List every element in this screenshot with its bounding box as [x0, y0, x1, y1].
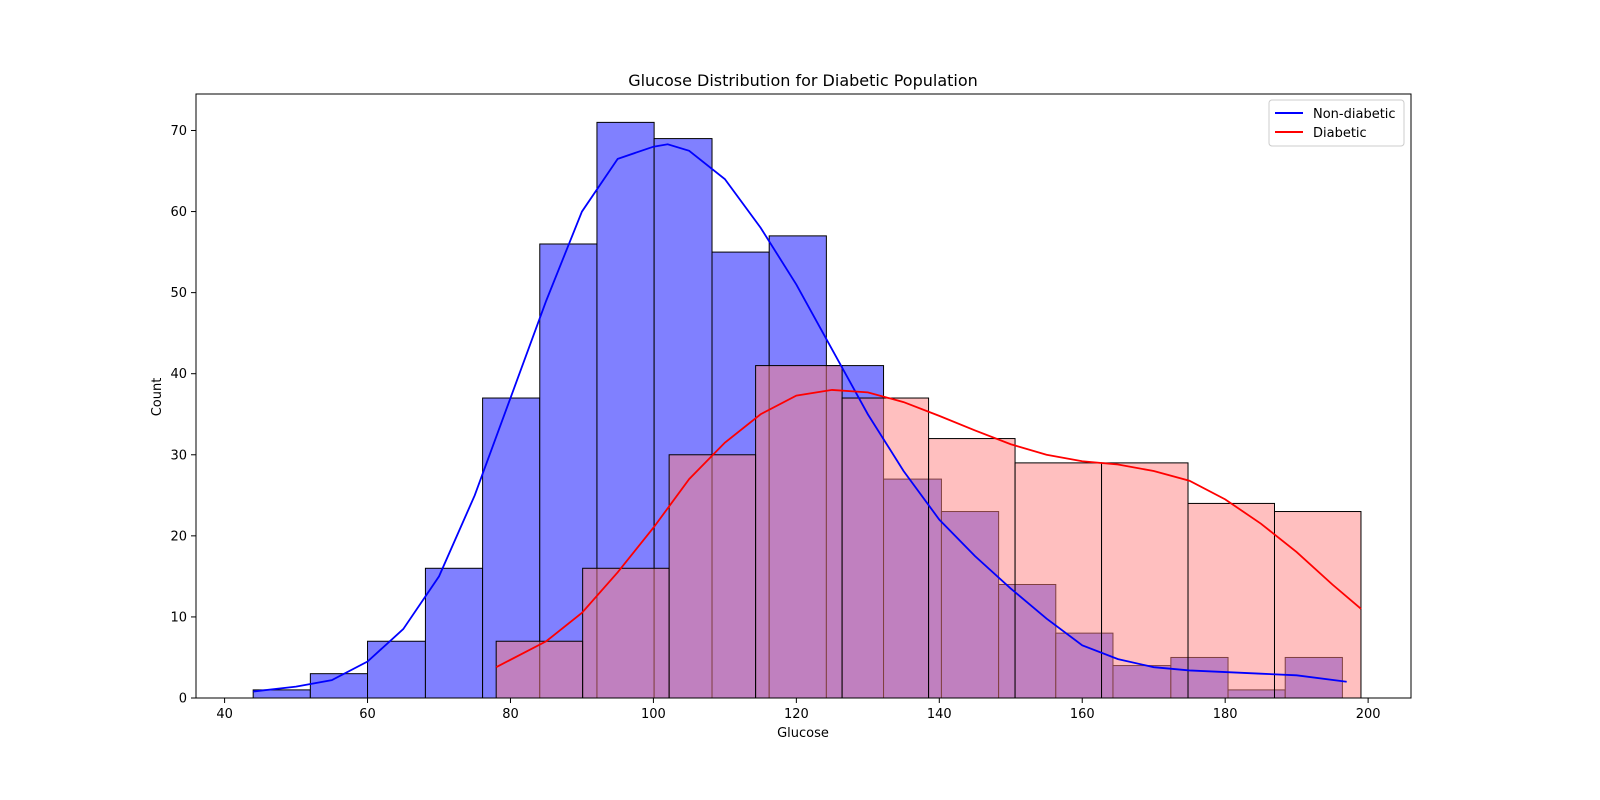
- kde-line-diabetic: [495, 389, 1362, 668]
- bar-diabetic-8: [1187, 502, 1275, 699]
- legend: Non-diabetic Diabetic: [1268, 99, 1405, 147]
- x-axis-label: Glucose: [777, 726, 829, 741]
- y-tick-label-50: 50: [170, 286, 187, 301]
- x-tick-label-80: 80: [502, 707, 519, 722]
- y-tick-label-20: 20: [170, 529, 187, 544]
- y-tick-label-0: 0: [179, 692, 187, 707]
- x-tick-label-40: 40: [216, 707, 233, 722]
- legend-label-diabetic: Diabetic: [1313, 126, 1367, 141]
- x-tick-label-200: 200: [1356, 707, 1381, 722]
- x-tick-label-100: 100: [641, 707, 666, 722]
- x-tick-label-160: 160: [1070, 707, 1095, 722]
- bar-diabetic-2: [668, 454, 757, 699]
- plot-area: [252, 121, 1362, 699]
- bar-diabetic-0: [495, 640, 584, 699]
- x-tick-label-140: 140: [927, 707, 952, 722]
- plot-frame: [195, 93, 1412, 699]
- bar-diabetic-6: [1014, 462, 1103, 699]
- y-tick-label-60: 60: [170, 205, 187, 220]
- legend-box: [1268, 99, 1405, 147]
- legend-label-non-diabetic: Non-diabetic: [1313, 107, 1396, 122]
- bar-diabetic-3: [755, 365, 843, 699]
- y-tick-label-10: 10: [170, 610, 187, 625]
- kde-line-non-diabetic: [253, 143, 1347, 693]
- x-tick-label-120: 120: [784, 707, 809, 722]
- bar-diabetic-4: [841, 397, 930, 699]
- x-tick-label-60: 60: [359, 707, 376, 722]
- bar-non-diabetic-3: [424, 567, 484, 699]
- chart-title: Glucose Distribution for Diabetic Popula…: [628, 71, 978, 90]
- bar-diabetic-7: [1101, 462, 1189, 699]
- x-tick-label-180: 180: [1213, 707, 1238, 722]
- bar-non-diabetic-1: [309, 673, 369, 699]
- y-tick-label-70: 70: [170, 124, 187, 139]
- bar-diabetic-1: [582, 567, 670, 699]
- bar-diabetic-9: [1273, 511, 1362, 699]
- axis-ticks: 40 60 80 100 120 140 160 180 200 0 10 20 30 40 50 60 70: [170, 124, 1380, 722]
- y-tick-label-40: 40: [170, 367, 187, 382]
- y-axis-label: Count: [150, 378, 165, 417]
- y-tick-label-30: 30: [170, 448, 187, 463]
- bar-diabetic-5: [928, 438, 1016, 699]
- bar-non-diabetic-2: [367, 640, 426, 699]
